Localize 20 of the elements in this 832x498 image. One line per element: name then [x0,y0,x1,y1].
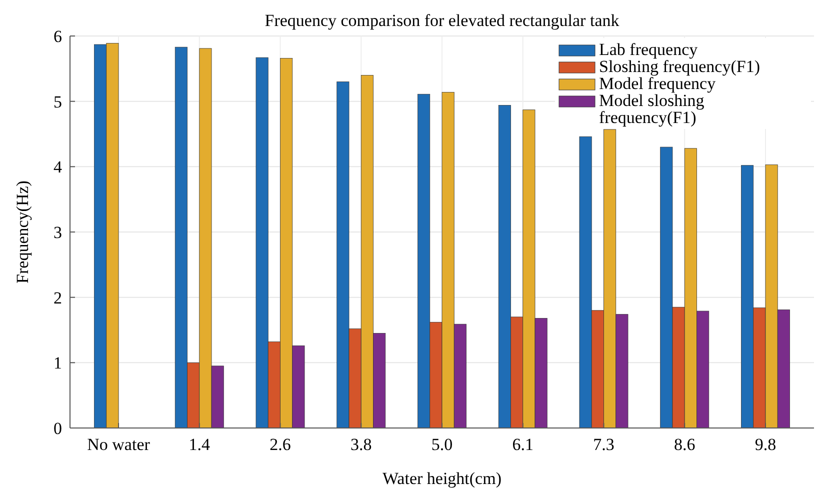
x-axis-title: Water height(cm) [382,469,502,488]
x-tick-label: 2.6 [270,435,291,454]
x-tick-label: 5.0 [431,435,453,454]
x-tick-label: 7.3 [593,435,614,454]
x-tick-label: 6.1 [512,435,534,454]
y-tick-label: 3 [54,222,62,242]
x-tick-label: 9.8 [754,435,776,454]
y-tick-label: 6 [54,26,62,46]
x-tick-label: 8.6 [674,435,696,454]
x-tick-label: 1.4 [188,435,211,454]
x-tick-label: No water [87,435,150,454]
chart-title: Frequency comparison for elevated rectangular tank [264,11,620,30]
y-tick-label: 2 [54,288,62,308]
y-tick-label: 4 [54,158,62,177]
x-tick-label: 3.8 [350,435,372,454]
y-tick-label: 0 [54,418,62,438]
legend-label: Lab frequency [599,40,698,59]
y-axis-title: Frequency(Hz) [13,180,32,284]
y-tick-label: 1 [54,354,62,373]
y-tick-label: 5 [54,92,62,112]
